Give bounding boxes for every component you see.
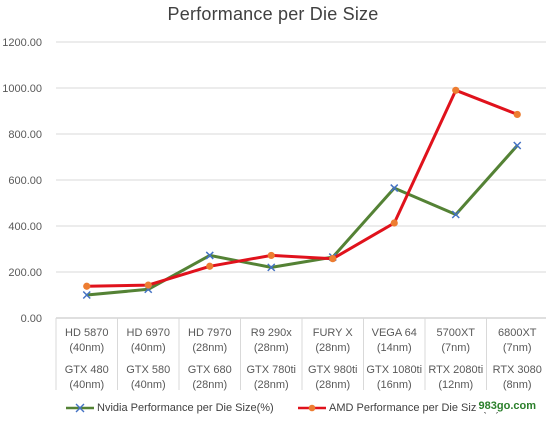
legend-swatch-amd — [298, 404, 326, 412]
chart-title: Performance per Die Size — [167, 4, 379, 24]
amd-data-point — [267, 251, 275, 260]
legend-swatch-nvidia — [66, 403, 94, 413]
x-tick-label-nvidia-process: (28nm) — [315, 379, 350, 391]
y-tick-label: 400.00 — [8, 221, 42, 233]
amd-data-point — [329, 255, 337, 263]
x-tick-label-nvidia-process: (12nm) — [438, 379, 473, 391]
amd-data-point — [144, 281, 152, 289]
x-tick-label-amd-process: (28nm) — [192, 342, 227, 354]
y-tick-label: 600.00 — [8, 175, 42, 187]
x-tick-label-nvidia-process: (16nm) — [377, 379, 412, 391]
amd-data-point — [390, 219, 398, 227]
amd-data-point — [206, 262, 214, 270]
x-tick-label-amd-process: (7nm) — [503, 342, 532, 354]
nvidia-data-point — [82, 290, 91, 300]
y-tick-label: 1000.00 — [2, 83, 42, 95]
amd-series-line — [86, 88, 518, 288]
x-tick-label-nvidia-process: (28nm) — [192, 379, 227, 391]
x-tick-label-nvidia-process: (28nm) — [254, 379, 289, 391]
legend-label-amd: AMD Performance per Die Size(%) — [329, 402, 500, 414]
x-tick-label-nvidia: GTX 780ti — [246, 364, 296, 376]
x-tick-label-amd: R9 290x — [251, 327, 292, 339]
y-tick-label: 200.00 — [8, 267, 42, 279]
x-tick-label-amd: HD 5870 — [65, 327, 108, 339]
legend-item-nvidia: Nvidia Performance per Die Size(%) — [66, 402, 274, 414]
nvidia-data-point — [451, 210, 460, 219]
x-tick-label-nvidia: RTX 2080ti — [428, 364, 483, 376]
x-tick-label-amd: 5700XT — [436, 327, 475, 339]
x-tick-label-amd: FURY X — [313, 327, 354, 339]
y-tick-label: 0.00 — [21, 313, 42, 325]
x-tick-label-amd: HD 6970 — [127, 327, 170, 339]
x-tick-label-amd-process: (28nm) — [315, 342, 350, 354]
y-tick-label: 800.00 — [8, 129, 42, 141]
legend-item-amd: AMD Performance per Die Size(%) — [298, 402, 500, 414]
x-tick-label-nvidia: GTX 980ti — [308, 364, 358, 376]
amd-data-point — [513, 110, 521, 119]
x-tick-label-nvidia-process: (40nm) — [69, 379, 104, 391]
y-tick-label: 1200.00 — [2, 37, 42, 49]
x-tick-label-nvidia: GTX 480 — [65, 364, 109, 376]
x-tick-label-amd-process: (40nm) — [69, 342, 104, 354]
nvidia-data-point — [390, 184, 399, 193]
legend: Nvidia Performance per Die Size(%) AMD P… — [0, 398, 546, 422]
watermark: 983go.com — [476, 400, 538, 412]
x-tick-label-nvidia: RTX 3080 — [493, 364, 542, 376]
x-tick-label-nvidia: GTX 680 — [188, 364, 232, 376]
x-tick-label-nvidia-process: (40nm) — [131, 379, 166, 391]
x-tick-label-nvidia-process: (8nm) — [503, 379, 532, 391]
x-tick-label-amd: HD 7970 — [188, 327, 231, 339]
legend-label-nvidia: Nvidia Performance per Die Size(%) — [97, 402, 274, 414]
x-tick-label-amd-process: (28nm) — [254, 342, 289, 354]
nvidia-data-point — [267, 263, 276, 272]
amd-data-point — [83, 282, 91, 290]
nvidia-series-line — [86, 144, 519, 297]
x-tick-label-nvidia: GTX 580 — [126, 364, 170, 376]
nvidia-data-point — [205, 251, 214, 260]
x-tick-label-nvidia: GTX 1080ti — [366, 364, 422, 376]
x-tick-label-amd-process: (40nm) — [131, 342, 166, 354]
amd-data-point — [452, 86, 460, 94]
line-chart: 0.00 200.00 400.00 600.00 800.00 1000.00 1200.… — [2, 37, 546, 391]
x-tick-label-amd: 6800XT — [498, 327, 537, 339]
x-tick-label-amd-process: (14nm) — [377, 342, 412, 354]
nvidia-data-point — [513, 141, 522, 150]
x-tick-label-amd: VEGA 64 — [372, 327, 417, 339]
x-tick-label-amd-process: (7nm) — [441, 342, 470, 354]
